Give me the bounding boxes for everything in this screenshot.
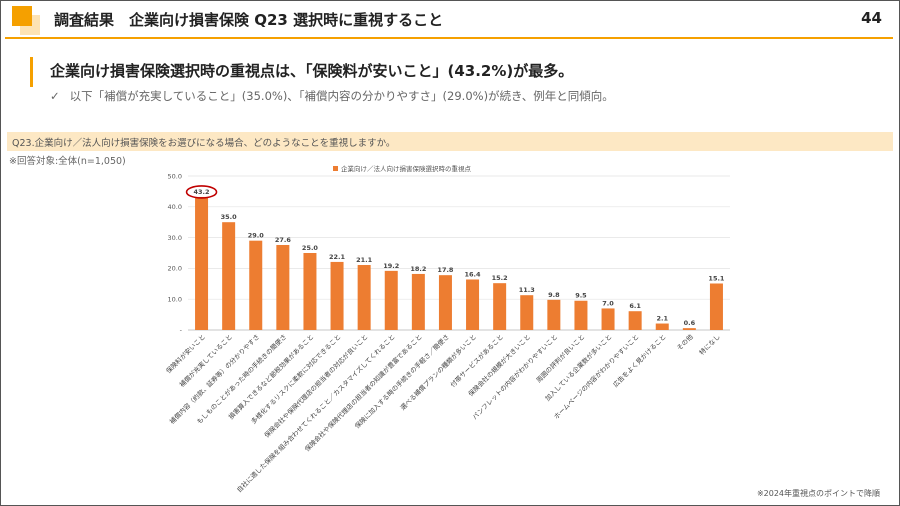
page-title: 調査結果 企業向け損害保険 Q23 選択時に重視すること bbox=[54, 11, 444, 29]
data-label: 15.2 bbox=[492, 274, 508, 282]
legend-label: 企業向け／法人向け損害保険選択時の重視点 bbox=[341, 164, 472, 173]
data-label: 11.3 bbox=[519, 286, 535, 294]
data-label: 16.4 bbox=[465, 270, 482, 278]
key-finding-detail: ✓ 以下「補償が充実していること」(35.0%)、「補償内容の分かりやすさ」(29… bbox=[50, 88, 614, 104]
key-finding-headline: 企業向け損害保険選択時の重視点は、「保険料が安いこと」(43.2%)が最多。 bbox=[50, 62, 574, 80]
logo-square-front bbox=[12, 6, 32, 26]
respondent-note: ※回答対象:全体(n=1,050) bbox=[9, 156, 126, 167]
bar bbox=[520, 295, 534, 330]
category-label: 補償が充実していること bbox=[177, 332, 234, 389]
bar bbox=[547, 299, 561, 330]
checkmark-icon: ✓ bbox=[50, 89, 60, 103]
data-label: 9.5 bbox=[575, 292, 587, 300]
bar bbox=[384, 270, 398, 330]
bar bbox=[222, 222, 236, 330]
data-label: 18.2 bbox=[410, 265, 426, 273]
y-tick-label: 50.0 bbox=[168, 172, 182, 180]
bar bbox=[574, 300, 588, 330]
data-label: 35.0 bbox=[221, 213, 238, 221]
bar bbox=[601, 308, 615, 330]
data-label: 21.1 bbox=[356, 256, 373, 264]
bar bbox=[682, 328, 696, 330]
bar bbox=[330, 261, 344, 330]
data-label: 17.8 bbox=[437, 266, 454, 274]
highlight-circle bbox=[185, 185, 218, 199]
bar bbox=[628, 311, 642, 330]
bar bbox=[466, 279, 480, 330]
legend-swatch bbox=[333, 166, 338, 171]
bar bbox=[709, 283, 723, 330]
y-tick-label: 40.0 bbox=[168, 203, 182, 211]
category-label: その他 bbox=[675, 332, 696, 353]
footnote: ※2024年重視点のポイントで降順 bbox=[756, 489, 880, 498]
bar bbox=[411, 273, 425, 330]
data-label: 27.6 bbox=[275, 236, 292, 244]
bar bbox=[357, 265, 371, 330]
category-label: 周囲の評判が良いこと bbox=[534, 332, 586, 384]
category-label: 広告をよく見かけること bbox=[611, 332, 668, 389]
data-label: 15.1 bbox=[708, 274, 725, 282]
data-label: 29.0 bbox=[248, 232, 265, 240]
page-number: 44 bbox=[861, 9, 882, 27]
y-tick-label: 20.0 bbox=[168, 265, 182, 273]
data-label: 9.8 bbox=[548, 291, 560, 299]
data-label: 43.2 bbox=[194, 188, 210, 196]
bar bbox=[493, 283, 507, 330]
bar bbox=[276, 244, 290, 330]
data-label: 6.1 bbox=[629, 302, 641, 310]
bar bbox=[303, 253, 317, 330]
category-label: 付帯サービスがあること bbox=[448, 332, 505, 389]
bar bbox=[249, 240, 263, 330]
data-label: 7.0 bbox=[602, 299, 614, 307]
data-label: 22.1 bbox=[329, 253, 346, 261]
y-tick-label: - bbox=[180, 326, 183, 334]
headline-accent-bar bbox=[30, 57, 33, 87]
data-label: 2.1 bbox=[656, 315, 668, 323]
data-label: 19.2 bbox=[383, 262, 399, 270]
category-label: 特になし bbox=[697, 332, 722, 357]
header-divider bbox=[5, 37, 893, 39]
y-tick-label: 30.0 bbox=[168, 234, 182, 242]
category-label: 保険に加入する時の手続きの手軽さ／簡便さ bbox=[353, 332, 451, 430]
bar bbox=[195, 196, 209, 330]
bar bbox=[655, 323, 669, 330]
bar bbox=[438, 275, 452, 330]
data-label: 0.6 bbox=[684, 319, 696, 327]
question-text: Q23.企業向け／法人向け損害保険をお選びになる場合、どのようなことを重視します… bbox=[12, 138, 396, 149]
y-tick-label: 10.0 bbox=[168, 296, 182, 304]
question-band: Q23.企業向け／法人向け損害保険をお選びになる場合、どのようなことを重視します… bbox=[7, 132, 893, 151]
data-label: 25.0 bbox=[302, 244, 319, 252]
key-finding-detail-text: 以下「補償が充実していること」(35.0%)、「補償内容の分かりやすさ」(29.… bbox=[69, 89, 614, 103]
